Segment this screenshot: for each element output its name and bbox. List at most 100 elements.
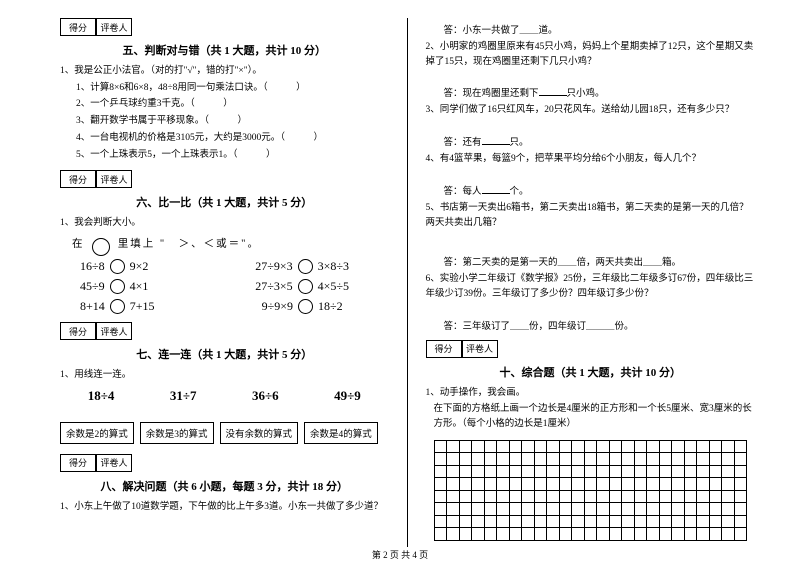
grader-label: 评卷人 (100, 456, 127, 469)
score-label: 得分 (69, 456, 87, 469)
remainder-box: 余数是2的算式 (60, 422, 134, 444)
page-footer: 第 2 页 共 4 页 (0, 548, 800, 561)
circle-icon (92, 238, 110, 256)
score-label-box: 得分 (60, 454, 96, 472)
sec5-item-1: 1、计算8×6和6×8，48÷8用同一句乘法口诀。（ ） (60, 81, 389, 96)
compare-row: 8+147+15 9÷9×918÷2 (80, 299, 389, 314)
expr: 4×1 (130, 279, 149, 294)
a4-post: 个。 (510, 187, 529, 197)
q2: 2、小明家的鸡圈里原来有45只小鸡，妈妈上个星期卖掉了12只，这个星期又卖掉了1… (426, 40, 756, 69)
remainder-boxes: 余数是2的算式 余数是3的算式 没有余数的算式 余数是4的算式 (60, 422, 389, 444)
circle-icon (110, 259, 125, 274)
answer-1: 答：小东一共做了＿＿道。 (444, 22, 756, 36)
score-label: 得分 (69, 325, 87, 338)
sec5-item-3: 3、翻开数学书属于平移现象。（ ） (60, 114, 389, 129)
score-label: 得分 (69, 173, 87, 186)
sec6-intro: 1、我会判断大小。 (60, 216, 389, 231)
expr: 9×2 (130, 259, 149, 274)
connect-exprs: 18÷4 31÷7 36÷6 49÷9 (60, 388, 389, 404)
section-10-title: 十、综合题（共 1 大题，共计 10 分） (426, 364, 756, 380)
compare-row: 45÷9 4×1 27÷3×5 4×5÷5 (80, 279, 389, 294)
expr: 36÷6 (252, 388, 279, 404)
expr: 31÷7 (170, 388, 197, 404)
worksheet-page: 得分 评卷人 五、判断对与错（共 1 大题，共计 10 分） 1、我是公正小法官… (0, 0, 800, 565)
compare-cell: 27÷3×5 4×5÷5 (228, 279, 376, 294)
prompt-pre: 在 (72, 238, 85, 249)
circle-icon (298, 299, 313, 314)
circle-icon (110, 279, 125, 294)
grader-label: 评卷人 (100, 325, 127, 338)
score-label-box: 得分 (60, 170, 96, 188)
blank[interactable] (539, 86, 567, 96)
compare-block: 16÷89×2 27÷9×33×8÷3 45÷94×1 27÷3×54×5÷5 … (80, 259, 389, 314)
grid-table (434, 440, 748, 541)
sec7-intro: 1、用线连一连。 (60, 368, 389, 383)
expr: 49÷9 (334, 388, 361, 404)
a4-pre: 答：每人 (444, 187, 482, 197)
score-label: 得分 (69, 21, 87, 34)
score-grader-row: 得分 评卷人 (60, 322, 389, 340)
score-grader-row: 得分 评卷人 (60, 18, 389, 36)
a2-pre: 答：现在鸡圈里还剩下 (444, 89, 539, 99)
sec5-intro: 1、我是公正小法官。（对的打"√"，错的打"×"）。 (60, 64, 389, 79)
compare-cell: 27÷9×33×8÷3 (228, 259, 376, 274)
score-label: 得分 (434, 342, 452, 355)
circle-icon (110, 299, 125, 314)
compare-cell: 45÷9 4×1 (80, 279, 228, 294)
sec5-item-4: 4、一台电视机的价格是3105元，大约是3000元。（ ） (60, 131, 389, 146)
a3-pre: 答：还有 (444, 138, 482, 148)
expr: 16÷8 (80, 259, 105, 274)
blank[interactable] (482, 135, 510, 145)
grid-paper[interactable] (434, 440, 748, 541)
a3-post: 只。 (510, 138, 529, 148)
expr: 27÷3×5 (255, 279, 292, 294)
blank[interactable] (482, 184, 510, 194)
grader-label-box: 评卷人 (462, 340, 498, 358)
grader-label-box: 评卷人 (96, 454, 132, 472)
sec10-intro: 1、动手操作，我会画。 (426, 386, 756, 401)
answer-2: 答：现在鸡圈里还剩下 只小鸡。 (444, 85, 756, 99)
sec5-item-2: 2、一个乒乓球约重3千克。（ ） (60, 97, 389, 112)
grader-label-box: 评卷人 (96, 170, 132, 188)
compare-cell: 16÷8 9×2 (80, 259, 228, 274)
a2-post: 只小鸡。 (567, 89, 605, 99)
expr: 3×8÷3 (318, 259, 349, 274)
remainder-box: 没有余数的算式 (220, 422, 299, 444)
section-6-title: 六、比一比（共 1 大题，共计 5 分） (60, 194, 389, 210)
score-grader-row: 得分 评卷人 (60, 454, 389, 472)
score-grader-row: 得分 评卷人 (426, 340, 756, 358)
remainder-box: 余数是4的算式 (304, 422, 378, 444)
section-8-title: 八、解决问题（共 6 小题，每题 3 分，共计 18 分） (60, 478, 389, 494)
q5: 5、书店第一天卖出6箱书，第二天卖出18箱书，第二天卖的是第一天的几倍？两天共卖… (426, 201, 756, 230)
score-grader-row: 得分 评卷人 (60, 170, 389, 188)
section-7-title: 七、连一连（共 1 大题，共计 5 分） (60, 346, 389, 362)
answer-4: 答：每人 个。 (444, 183, 756, 197)
score-label-box: 得分 (60, 18, 96, 36)
q4: 4、有4篮苹果，每篮9个，把苹果平均分给6个小朋友，每人几个？ (426, 152, 756, 167)
grader-label-box: 评卷人 (96, 322, 132, 340)
prompt-post: 里填上 " ＞、＜或＝"。 (118, 238, 260, 249)
grader-label: 评卷人 (466, 342, 493, 355)
compare-row: 16÷8 9×2 27÷9×33×8÷3 (80, 259, 389, 274)
grader-label-box: 评卷人 (96, 18, 132, 36)
sec5-item-5: 5、一个上珠表示5，一个上珠表示1。（ ） (60, 148, 389, 163)
left-column: 得分 评卷人 五、判断对与错（共 1 大题，共计 10 分） 1、我是公正小法官… (50, 18, 408, 547)
expr: 18÷4 (88, 388, 115, 404)
sec10-body: 在下面的方格纸上画一个边长是4厘米的正方形和一个长5厘米、宽3厘米的长方形。（每… (426, 402, 756, 431)
answer-3: 答：还有 只。 (444, 134, 756, 148)
expr: 4×5÷5 (318, 279, 349, 294)
grader-label: 评卷人 (100, 21, 127, 34)
answer-6: 答：三年级订了＿＿份，四年级订＿＿＿份。 (444, 318, 756, 332)
expr: 45÷9 (80, 279, 105, 294)
compare-prompt: 在 里填上 " ＞、＜或＝"。 (72, 235, 389, 253)
score-label-box: 得分 (60, 322, 96, 340)
compare-cell: 8+147+15 (80, 299, 228, 314)
section-5-title: 五、判断对与错（共 1 大题，共计 10 分） (60, 42, 389, 58)
remainder-box: 余数是3的算式 (140, 422, 214, 444)
q3: 3、同学们做了16只红风车，20只花风车。送给幼儿园18只，还有多少只？ (426, 103, 756, 118)
expr: 8+14 (80, 299, 105, 314)
circle-icon (298, 279, 313, 294)
sec8-q1: 1、小东上午做了10道数学题，下午做的比上午多3道。小东一共做了多少道？ (60, 500, 389, 515)
expr: 18÷2 (318, 299, 343, 314)
score-label-box: 得分 (426, 340, 462, 358)
